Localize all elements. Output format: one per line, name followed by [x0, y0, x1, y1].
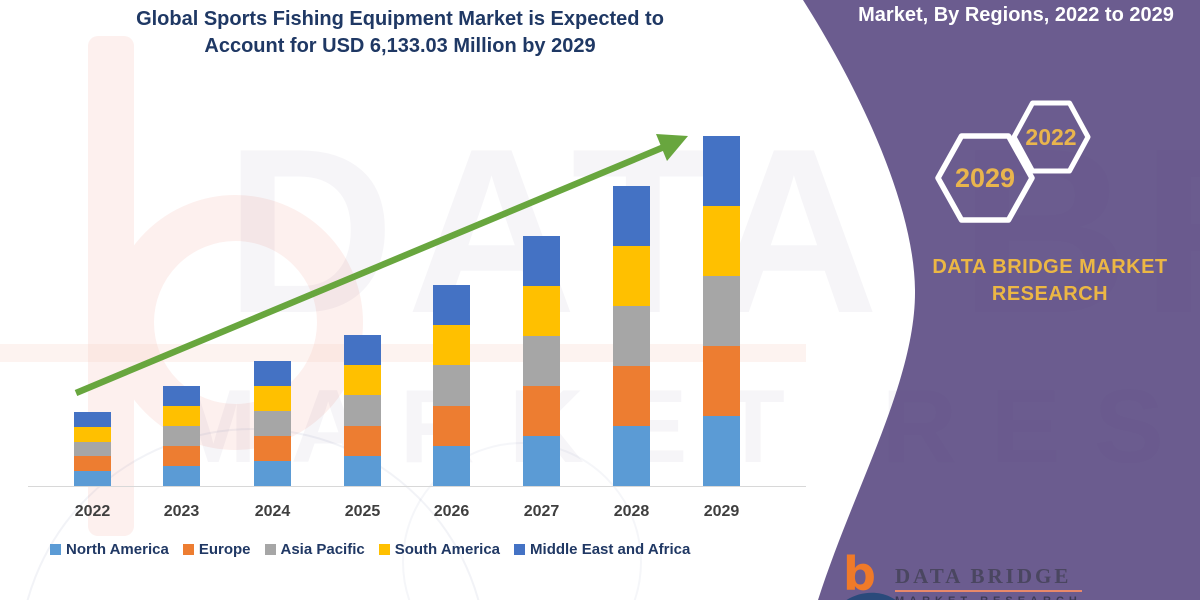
bar-segment-middle-east-and-africa-2029 — [703, 136, 740, 206]
hexagon-2029-icon: 2029 — [935, 133, 1035, 223]
x-axis-label-2029: 2029 — [703, 503, 740, 520]
bar-segment-europe-2022 — [74, 456, 111, 472]
svg-text:2022: 2022 — [1025, 124, 1076, 150]
bar-segment-europe-2024 — [254, 436, 291, 461]
bar-segment-south-america-2027 — [523, 286, 560, 336]
bar-segment-asia-pacific-2029 — [703, 276, 740, 346]
year-hexagons: 2022 2029 — [935, 100, 1091, 223]
bar-segment-asia-pacific-2022 — [74, 441, 111, 457]
legend-swatch-icon — [264, 544, 276, 555]
brand-line1: DATA BRIDGE MARKET — [932, 256, 1168, 278]
bar-segment-middle-east-and-africa-2027 — [523, 236, 560, 286]
x-axis-label-2023: 2023 — [163, 503, 200, 520]
bar-segment-middle-east-and-africa-2026 — [433, 285, 470, 326]
bar-segment-north-america-2028 — [613, 426, 650, 486]
bar-segment-asia-pacific-2025 — [344, 395, 381, 426]
bar-segment-europe-2025 — [344, 425, 381, 456]
x-axis-line — [28, 486, 806, 487]
legend-swatch-icon — [514, 544, 526, 555]
bar-segment-europe-2027 — [523, 386, 560, 436]
db-logo-b-glyph: b — [843, 547, 876, 600]
chart-title-line1: Global Sports Fishing Equipment Market i… — [136, 8, 664, 30]
legend-label: North America — [66, 541, 169, 558]
bar-segment-middle-east-and-africa-2024 — [254, 361, 291, 386]
bar-segment-south-america-2025 — [344, 365, 381, 396]
side-panel-title: Market, By Regions, 2022 to 2029 — [858, 4, 1174, 26]
bar-segment-asia-pacific-2026 — [433, 365, 470, 406]
x-axis-label-2024: 2024 — [254, 503, 291, 520]
brand-line2: RESEARCH — [991, 283, 1109, 305]
bar-segment-north-america-2029 — [703, 416, 740, 486]
bar-segment-europe-2028 — [613, 366, 650, 426]
bar-segment-north-america-2023 — [163, 466, 200, 486]
bar-segment-north-america-2022 — [74, 471, 111, 486]
bar-segment-asia-pacific-2027 — [523, 336, 560, 386]
pink-watermark-band — [0, 344, 806, 362]
bar-segment-south-america-2029 — [703, 206, 740, 276]
legend-swatch-icon — [182, 544, 194, 555]
bar-segment-south-america-2028 — [613, 246, 650, 306]
hexagon-2022-icon: 2022 — [1011, 100, 1091, 174]
bar-segment-middle-east-and-africa-2028 — [613, 186, 650, 246]
bar-segment-south-america-2026 — [433, 325, 470, 366]
chart-legend: North America Europe Asia Pacific South Ame… — [50, 541, 690, 558]
x-axis-label-2028: 2028 — [613, 503, 650, 520]
side-panel-background — [803, 0, 1200, 600]
legend-item-north-america: North America — [50, 541, 169, 558]
bar-segment-asia-pacific-2028 — [613, 306, 650, 366]
db-footer-logo: b DATA BRIDGE MARKET RESEARCH — [843, 547, 1082, 600]
chart-title-line2: Account for USD 6,133.03 Million by 2029 — [204, 35, 596, 57]
bar-segment-asia-pacific-2023 — [163, 426, 200, 446]
legend-label: Middle East and Africa — [530, 541, 691, 558]
bar-segment-asia-pacific-2024 — [254, 411, 291, 436]
bar-segment-europe-2029 — [703, 346, 740, 416]
brand-name-text: DATA BRIDGE MARKET RESEARCH — [925, 254, 1175, 308]
x-axis-label-2025: 2025 — [344, 503, 381, 520]
bar-segment-south-america-2023 — [163, 406, 200, 426]
legend-item-middle-east-and-africa: Middle East and Africa — [514, 541, 690, 558]
legend-label: South America — [394, 541, 501, 558]
bar-segment-middle-east-and-africa-2022 — [74, 412, 111, 427]
bar-segment-south-america-2022 — [74, 426, 111, 442]
footer-logo-title: DATA BRIDGE — [895, 564, 1082, 592]
legend-label: Asia Pacific — [280, 541, 365, 558]
bar-segment-middle-east-and-africa-2023 — [163, 386, 200, 406]
db-logo-icon: b — [843, 547, 896, 600]
legend-item-south-america: South America — [378, 541, 501, 558]
x-axis-label-2027: 2027 — [523, 503, 560, 520]
bar-segment-middle-east-and-africa-2025 — [344, 335, 381, 366]
legend-swatch-icon — [378, 544, 390, 555]
bar-segment-south-america-2024 — [254, 386, 291, 411]
bar-segment-europe-2023 — [163, 446, 200, 466]
db-logo-watermark-bowl — [108, 195, 363, 450]
chart-title: Global Sports Fishing Equipment Market i… — [80, 6, 720, 60]
bar-segment-north-america-2027 — [523, 436, 560, 486]
legend-item-europe: Europe — [182, 541, 251, 558]
db-logo-bridge-swoosh-icon — [846, 592, 896, 600]
legend-swatch-icon — [50, 544, 61, 555]
svg-text:2029: 2029 — [955, 163, 1015, 193]
legend-item-asia-pacific: Asia Pacific — [264, 541, 365, 558]
bar-segment-north-america-2025 — [344, 455, 381, 486]
bar-segment-north-america-2026 — [433, 445, 470, 486]
x-axis-label-2022: 2022 — [74, 503, 111, 520]
bar-segment-europe-2026 — [433, 405, 470, 446]
bar-segment-north-america-2024 — [254, 461, 291, 486]
legend-label: Europe — [198, 541, 251, 558]
x-axis-label-2026: 2026 — [433, 503, 470, 520]
footer-logo-subtitle: MARKET RESEARCH — [895, 595, 1082, 600]
